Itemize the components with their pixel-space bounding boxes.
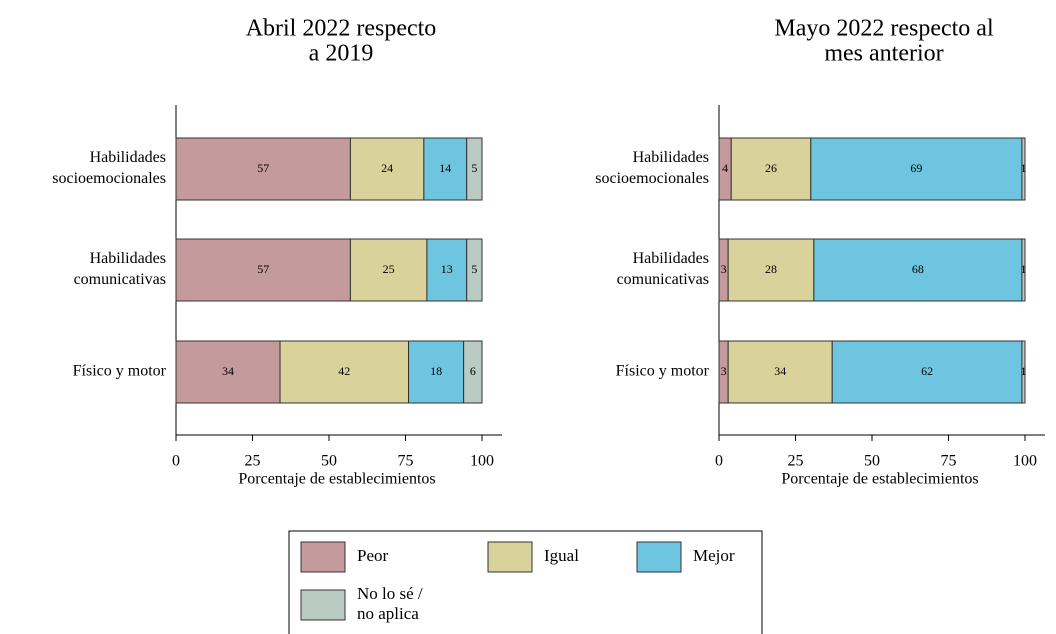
x-axis-label: Porcentaje de establecimientos: [238, 471, 435, 488]
data-label: 42: [338, 364, 350, 378]
x-tick-label: 25: [788, 453, 804, 470]
y-tick-label: comunicativas: [617, 271, 709, 288]
y-tick-label: Físico y motor: [616, 363, 710, 380]
legend-swatch: [300, 541, 346, 573]
data-label: 34: [222, 364, 234, 378]
x-tick-label: 0: [715, 453, 723, 470]
data-label: 62: [921, 364, 933, 378]
bar-segment: [426, 238, 468, 302]
chart-title: a 2019: [309, 41, 374, 67]
legend-label: Mejor: [693, 546, 735, 565]
bar-segment: [279, 340, 410, 404]
data-label: 6: [470, 364, 476, 378]
data-label: 13: [441, 262, 453, 276]
y-tick-label: comunicativas: [74, 271, 166, 288]
bar-segment: [1021, 238, 1026, 302]
bar-segment: [349, 137, 425, 201]
data-label: 1: [1020, 364, 1026, 378]
x-tick-label: 25: [245, 453, 261, 470]
legend-swatch: [487, 541, 533, 573]
data-label: 69: [910, 161, 922, 175]
x-tick-label: 50: [864, 453, 880, 470]
data-label: 25: [383, 262, 395, 276]
bar-segment: [813, 238, 1023, 302]
x-tick-label: 100: [1013, 453, 1037, 470]
bar-segment: [727, 340, 833, 404]
bar-segment: [408, 340, 465, 404]
data-label: 34: [774, 364, 786, 378]
data-label: 24: [381, 161, 393, 175]
y-tick-label: Habilidades: [90, 250, 166, 267]
data-label: 57: [257, 262, 269, 276]
x-tick-label: 0: [172, 453, 180, 470]
data-label: 57: [257, 161, 269, 175]
bar-segment: [1021, 340, 1026, 404]
data-label: 1: [1020, 262, 1026, 276]
y-tick-label: Habilidades: [90, 149, 166, 166]
data-label: 26: [765, 161, 777, 175]
chart-title: Abril 2022 respecto: [246, 16, 437, 42]
legend-label: No lo sé /: [357, 584, 423, 603]
bar-segment: [1021, 137, 1026, 201]
x-tick-label: 75: [398, 453, 414, 470]
bar-segment: [466, 238, 483, 302]
bar-segment: [463, 340, 483, 404]
bar-segment: [831, 340, 1023, 404]
legend-swatch: [300, 589, 346, 621]
data-label: 3: [721, 262, 727, 276]
y-tick-label: Habilidades: [633, 250, 709, 267]
bar-segment: [175, 340, 281, 404]
data-label: 3: [721, 364, 727, 378]
bar-segment: [466, 137, 483, 201]
y-tick-label: Físico y motor: [73, 363, 167, 380]
bar-segment: [727, 238, 815, 302]
x-tick-label: 75: [941, 453, 957, 470]
x-tick-label: 100: [470, 453, 494, 470]
data-label: 4: [722, 161, 728, 175]
legend-swatch: [636, 541, 682, 573]
data-label: 5: [471, 262, 477, 276]
legend-label: Igual: [544, 546, 579, 565]
y-tick-label: socioemocionales: [595, 170, 709, 187]
bar-segment: [175, 137, 351, 201]
data-label: 28: [765, 262, 777, 276]
data-label: 5: [471, 161, 477, 175]
chart-title: Mayo 2022 respecto al: [774, 16, 994, 42]
x-axis-label: Porcentaje de establecimientos: [781, 471, 978, 488]
data-label: 14: [439, 161, 451, 175]
y-tick-label: Habilidades: [633, 149, 709, 166]
data-label: 68: [912, 262, 924, 276]
x-tick-label: 50: [321, 453, 337, 470]
y-tick-label: socioemocionales: [52, 170, 166, 187]
chart-title: mes anterior: [824, 41, 943, 67]
data-label: 18: [430, 364, 442, 378]
data-label: 1: [1020, 161, 1026, 175]
legend-label: Peor: [357, 546, 389, 565]
legend-label: no aplica: [357, 604, 419, 623]
